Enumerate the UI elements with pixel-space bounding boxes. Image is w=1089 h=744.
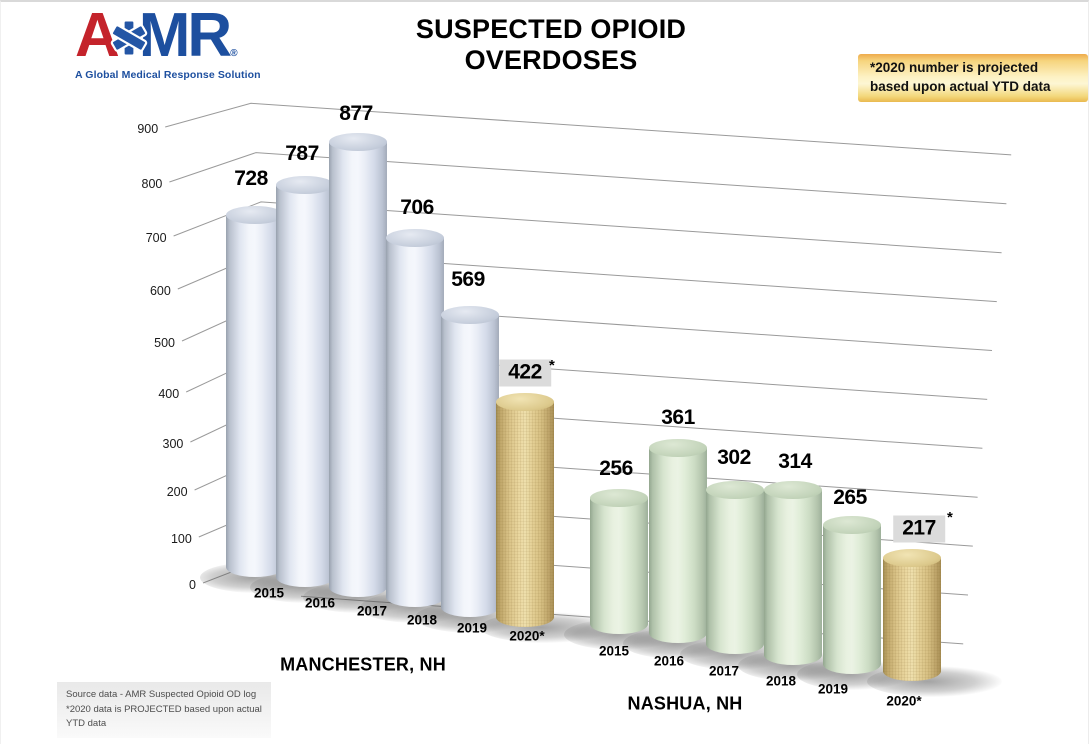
bar-nashua-2016 bbox=[649, 448, 707, 643]
projection-note-line1: *2020 number is projected bbox=[870, 60, 1039, 76]
bar-nashua-2017 bbox=[706, 490, 764, 654]
value-label-manchester-2015: 728 bbox=[234, 167, 268, 190]
y-axis-label-300: 300 bbox=[162, 437, 184, 451]
y-axis-label-900: 900 bbox=[137, 122, 159, 136]
year-label-nashua-2020*: 2020* bbox=[886, 693, 922, 709]
bar-top-nashua-2019 bbox=[823, 516, 881, 534]
year-label-nashua-2016: 2016 bbox=[653, 653, 685, 669]
bar-top-nashua-2016 bbox=[649, 439, 707, 457]
value-label-nashua-2016: 361 bbox=[661, 406, 695, 429]
value-label-manchester-2018: 706 bbox=[400, 196, 434, 219]
year-label-manchester-2016: 2016 bbox=[304, 595, 336, 611]
year-label-manchester-2018: 2018 bbox=[406, 612, 438, 628]
value-label-nashua-2019: 265 bbox=[833, 486, 867, 509]
source-line1: Source data - AMR Suspected Opioid OD lo… bbox=[66, 689, 257, 700]
bar-manchester-2016 bbox=[276, 185, 334, 587]
value-label-nashua-2015: 256 bbox=[599, 457, 633, 480]
source-note-box: Source data - AMR Suspected Opioid OD lo… bbox=[57, 682, 271, 739]
group-title-nashua: NASHUA, NH bbox=[627, 693, 743, 714]
projection-note-line2: based upon actual YTD data bbox=[870, 79, 1051, 94]
bar-manchester-2019 bbox=[441, 315, 499, 617]
y-axis-label-500: 500 bbox=[154, 336, 175, 350]
projection-note-box: *2020 number is projected based upon act… bbox=[858, 54, 1088, 102]
registered-mark: ® bbox=[230, 48, 238, 59]
year-label-nashua-2019: 2019 bbox=[817, 681, 849, 697]
y-axis-label-700: 700 bbox=[145, 231, 167, 245]
bar-top-nashua-2015 bbox=[590, 489, 648, 507]
bar-top-manchester-2017 bbox=[329, 133, 387, 151]
value-label-manchester-2016: 787 bbox=[285, 142, 319, 165]
year-label-manchester-2015: 2015 bbox=[253, 585, 285, 601]
projected-asterisk-nashua: * bbox=[947, 509, 953, 526]
star-of-life-icon bbox=[110, 16, 148, 65]
year-label-nashua-2017: 2017 bbox=[708, 663, 740, 679]
value-label-nashua-2017: 302 bbox=[717, 446, 751, 469]
source-line2: *2020 data is PROJECTED based upon actua… bbox=[66, 703, 262, 730]
year-label-manchester-2019: 2019 bbox=[456, 620, 488, 636]
y-axis-label-600: 600 bbox=[149, 284, 171, 298]
amr-logo-wordmark: A MR ® bbox=[75, 1, 261, 70]
gridline-700 bbox=[173, 201, 1002, 254]
amr-logo-letters-mr: MR bbox=[138, 1, 232, 70]
year-label-nashua-2015: 2015 bbox=[598, 643, 630, 659]
amr-logo: A MR ® A Global Medical Response Solutio… bbox=[75, 1, 261, 82]
bar-top-manchester-2018 bbox=[386, 229, 444, 247]
page-title: SUSPECTED OPIOID OVERDOSES bbox=[415, 14, 687, 75]
value-label-nashua-2020*: 217 bbox=[893, 515, 945, 543]
bar-manchester-2020* bbox=[496, 402, 554, 627]
bar-top-nashua-2017 bbox=[706, 481, 764, 499]
y-axis-label-400: 400 bbox=[158, 387, 180, 401]
bar-top-manchester-2015 bbox=[226, 206, 284, 224]
bar-nashua-2015 bbox=[590, 498, 648, 634]
y-axis-label-0: 0 bbox=[189, 578, 196, 592]
value-label-nashua-2018: 314 bbox=[778, 450, 812, 473]
value-label-manchester-2020*: 422 bbox=[499, 359, 551, 387]
bar-top-manchester-2019 bbox=[441, 306, 499, 324]
y-axis-label-100: 100 bbox=[170, 532, 192, 546]
bar-top-nashua-2020* bbox=[883, 549, 941, 567]
bar-top-manchester-2020* bbox=[496, 393, 554, 411]
value-label-manchester-2017: 877 bbox=[339, 102, 373, 125]
y-axis-label-800: 800 bbox=[141, 177, 163, 191]
gridline-900 bbox=[165, 102, 1012, 156]
bar-top-nashua-2018 bbox=[764, 481, 822, 499]
y-axis-label-200: 200 bbox=[166, 485, 188, 499]
gridline-800 bbox=[169, 152, 1007, 205]
bar-top-manchester-2016 bbox=[276, 176, 334, 194]
bar-manchester-2018 bbox=[386, 238, 444, 607]
group-title-manchester: MANCHESTER, NH bbox=[280, 654, 446, 675]
bar-manchester-2017 bbox=[329, 142, 387, 597]
projected-asterisk-manchester: * bbox=[549, 357, 555, 374]
year-label-manchester-2017: 2017 bbox=[356, 603, 388, 619]
bar-nashua-2019 bbox=[823, 525, 881, 674]
value-label-manchester-2019: 569 bbox=[451, 268, 485, 291]
year-label-manchester-2020*: 2020* bbox=[509, 628, 545, 644]
amr-logo-tagline: A Global Medical Response Solution bbox=[75, 69, 261, 81]
bar-nashua-2020* bbox=[883, 558, 941, 681]
year-label-nashua-2018: 2018 bbox=[765, 673, 797, 689]
bar-manchester-2015 bbox=[226, 215, 284, 577]
bar-nashua-2018 bbox=[764, 490, 822, 665]
